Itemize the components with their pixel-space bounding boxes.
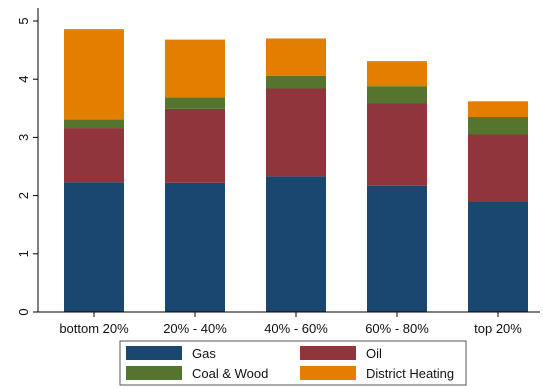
- bar-segment: [165, 182, 225, 312]
- y-tick-label: 2: [16, 192, 31, 199]
- bar-segment: [64, 128, 124, 183]
- y-tick-label: 3: [16, 134, 31, 141]
- bar-segment: [64, 182, 124, 312]
- bar-segment: [468, 202, 528, 312]
- bar-segment: [64, 29, 124, 120]
- bar-segment: [266, 38, 326, 76]
- bar-segment: [468, 101, 528, 118]
- legend-label: Coal & Wood: [192, 366, 268, 381]
- y-tick-label: 4: [16, 76, 31, 83]
- x-tick-label: top 20%: [474, 321, 522, 336]
- legend-label: District Heating: [366, 366, 454, 381]
- bar-segment: [266, 176, 326, 312]
- bar-segment: [165, 39, 225, 98]
- bar-segment: [266, 75, 326, 89]
- x-tick-label: bottom 20%: [59, 321, 129, 336]
- y-axis: 0 1 2 3 4 5: [16, 8, 39, 316]
- x-tick-label: 20% - 40%: [163, 321, 227, 336]
- legend-label: Gas: [192, 346, 216, 361]
- x-tick-label: 40% - 60%: [264, 321, 328, 336]
- bar-segment: [367, 103, 427, 186]
- bar-segment: [367, 185, 427, 312]
- y-tick-label: 0: [16, 308, 31, 315]
- legend-swatch: [126, 346, 182, 360]
- bar-segment: [64, 119, 124, 129]
- bar-segment: [367, 86, 427, 104]
- legend-swatch: [126, 366, 182, 380]
- legend-label: Oil: [366, 346, 382, 361]
- x-axis: bottom 20% 20% - 40% 40% - 60% 60% - 80% top…: [38, 311, 540, 336]
- bar-segment: [266, 88, 326, 177]
- legend-swatch: [300, 366, 356, 380]
- legend-swatch: [300, 346, 356, 360]
- bar-segment: [468, 134, 528, 203]
- y-tick-label: 1: [16, 250, 31, 257]
- bar-segment: [468, 117, 528, 135]
- bar-segment: [165, 108, 225, 183]
- bar-segment: [367, 61, 427, 87]
- y-tick-label: 5: [16, 17, 31, 24]
- legend: Gas Oil Coal & Wood District Heating: [119, 340, 467, 386]
- bars: [64, 29, 528, 312]
- x-tick-label: 60% - 80%: [365, 321, 429, 336]
- bar-segment: [165, 97, 225, 109]
